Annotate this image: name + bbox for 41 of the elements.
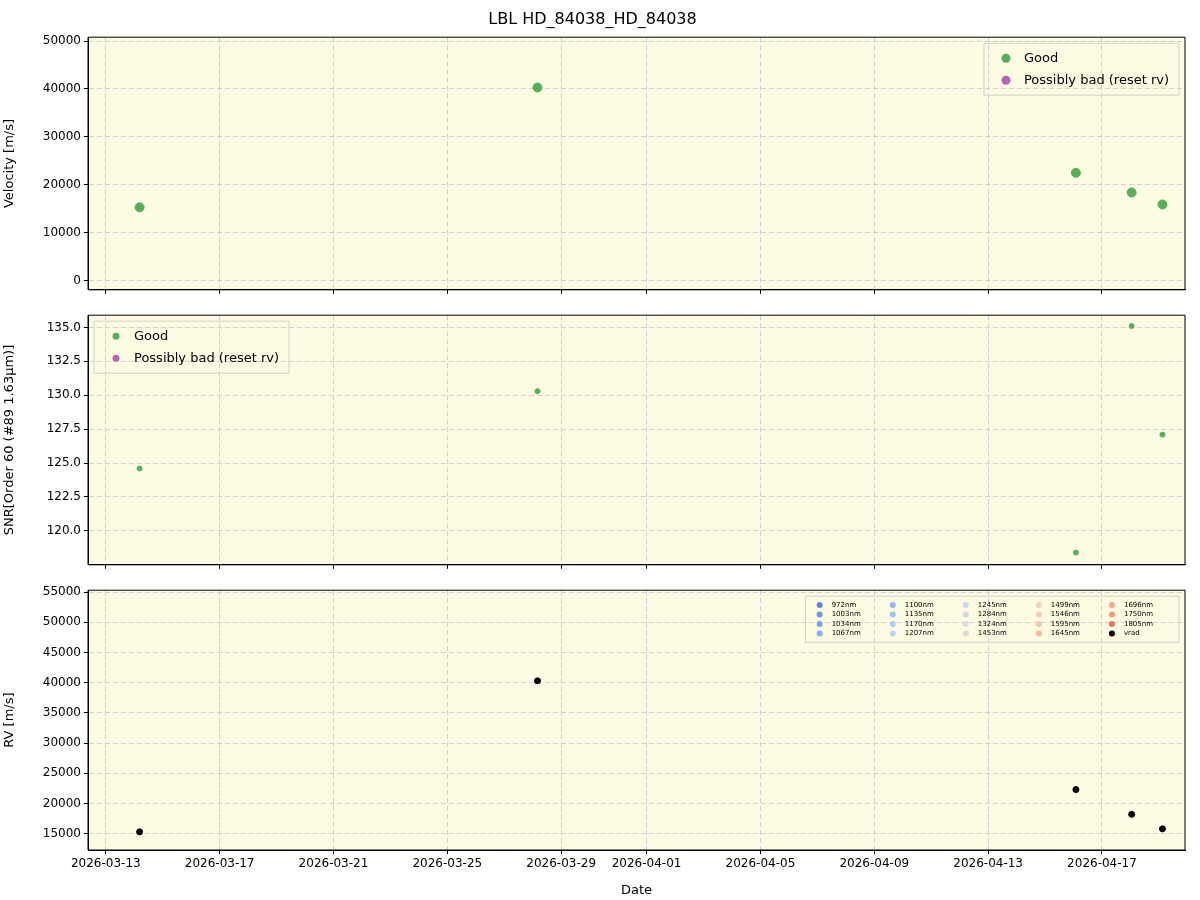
y-tick-label: 132.5 [46,353,81,368]
x-tick-label: 2026-03-29 [526,856,597,871]
y-axis-title: SNR[Order 60 (#89 1.63μm)] [1,344,17,536]
x-tick-label: 2026-04-05 [725,856,796,871]
x-tick-label: 2026-03-13 [70,856,141,871]
y-axis-title: Velocity [m/s] [1,118,17,209]
y-tick-label: 10000 [42,224,81,239]
y-tick-label: 30000 [42,735,81,750]
y-tick-label: 0 [73,272,81,287]
y-tick-label: 40000 [42,674,81,689]
y-tick-label: 127.5 [46,421,81,436]
legend-label: Possibly bad (reset rv) [1023,71,1170,87]
y-axis-title: RV [m/s] [1,692,17,748]
y-tick-label: 50000 [42,33,81,48]
y-tick-label: 30000 [42,129,81,144]
y-tick-label: 40000 [42,81,81,96]
x-tick-label: 2026-04-01 [611,856,682,871]
x-tick-label: 2026-04-09 [839,856,910,871]
y-tick-label: 125.0 [46,455,81,470]
x-tick-label: 2026-03-21 [298,856,369,871]
legend-label: Good [1023,49,1059,65]
y-tick-label: 135.0 [46,319,81,334]
x-tick-label: 2026-04-13 [953,856,1024,871]
y-tick-label: 45000 [42,644,81,659]
x-tick-label: 2026-04-17 [1067,856,1137,871]
legend-label: Possibly bad (reset rv) [134,349,280,365]
y-tick-label: 55000 [42,584,81,599]
y-tick-label: 20000 [42,795,81,810]
y-tick-label: 20000 [42,176,81,191]
x-tick-label: 2026-03-25 [412,856,483,871]
y-tick-label: 122.5 [46,489,81,504]
y-tick-label: 120.0 [46,523,81,538]
y-tick-label: 50000 [42,614,81,629]
x-axis-title: Date [620,881,653,897]
y-tick-label: 35000 [42,704,81,719]
legend-label: Good [134,327,169,343]
y-tick-label: 15000 [42,825,81,840]
y-tick-label: 25000 [42,765,81,780]
chart-title: LBL HD_84038_HD_84038 [488,8,697,29]
y-tick-label: 130.0 [46,387,81,402]
x-tick-label: 2026-03-17 [184,856,255,871]
